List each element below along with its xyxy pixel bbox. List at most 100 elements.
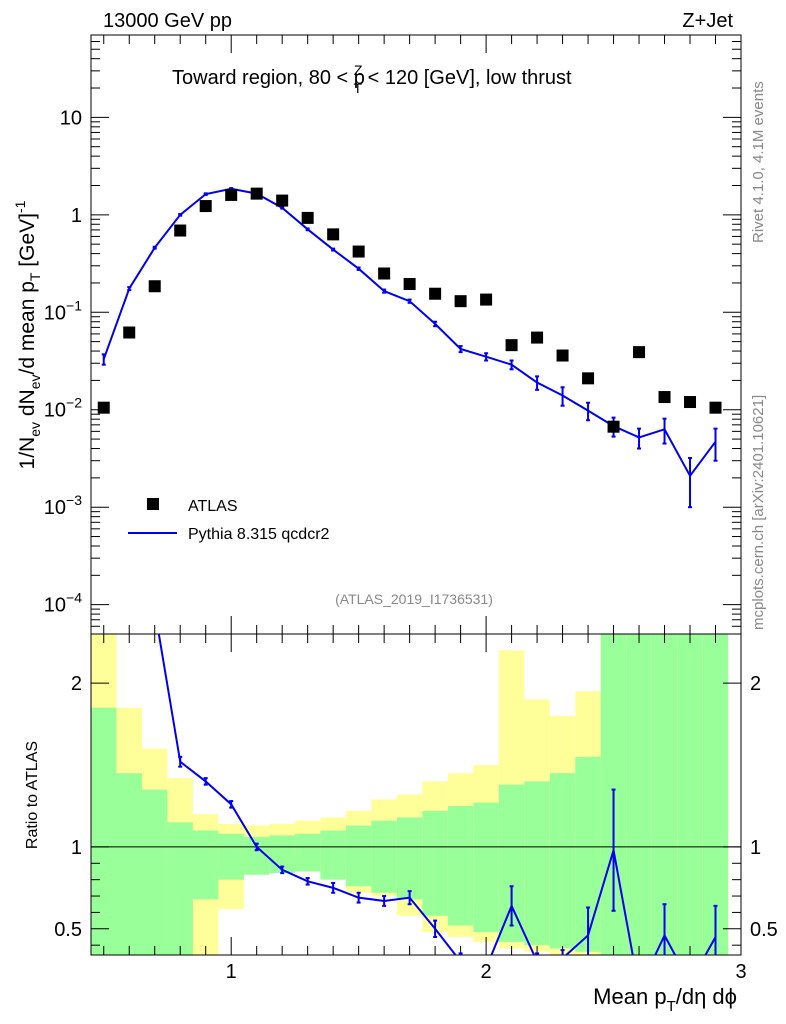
atlas-data-point bbox=[378, 267, 391, 280]
x-axis-label: Mean pT/dη dϕ bbox=[593, 984, 737, 1015]
x-tick-label: 1 bbox=[226, 961, 237, 983]
band-green-bin bbox=[422, 810, 448, 916]
y-label-sup4: -1 bbox=[12, 200, 28, 213]
process-label: Z+Jet bbox=[682, 10, 733, 32]
x-label-part2: /dη dϕ bbox=[676, 984, 737, 1009]
atlas-data-point bbox=[454, 295, 467, 308]
ratio-y-tick-label-left: 1 bbox=[71, 837, 82, 859]
main-y-tick-base: 10 bbox=[44, 302, 66, 324]
main-y-tick-base: 1 bbox=[71, 205, 82, 227]
ratio-y-tick-label-right: 2 bbox=[750, 673, 761, 695]
atlas-data-point bbox=[709, 401, 722, 414]
svg-text:1/Nev dNev/d mean pT [GeV]-1: 1/Nev dNev/d mean pT [GeV]-1 bbox=[12, 200, 43, 469]
band-green-bin bbox=[167, 822, 193, 955]
band-green-bin bbox=[549, 773, 576, 949]
main-y-tick-exp: −2 bbox=[66, 395, 82, 411]
legend-data-label: ATLAS bbox=[188, 498, 238, 515]
atlas-data-point bbox=[658, 391, 671, 404]
y-label-part4: [GeV] bbox=[16, 213, 39, 273]
x-tick-label: 3 bbox=[735, 961, 746, 983]
plot-title-main: Toward region, 80 < p bbox=[172, 67, 365, 89]
main-y-tick-base: 10 bbox=[60, 107, 82, 129]
ratio-y-tick-label-left: 2 bbox=[71, 673, 82, 695]
band-green-bin bbox=[294, 833, 321, 872]
source-label: mcplots.cern.ch [arXiv:2401.10621] bbox=[750, 395, 767, 630]
atlas-data-point bbox=[123, 326, 136, 339]
legend-mc-label: Pythia 8.315 qcdcr2 bbox=[188, 526, 330, 543]
atlas-data-point bbox=[148, 280, 161, 293]
band-green-bin bbox=[626, 634, 652, 955]
atlas-data-point bbox=[480, 293, 493, 306]
analysis-label: (ATLAS_2019_I1736531) bbox=[335, 591, 493, 607]
band-green-bin bbox=[651, 634, 678, 955]
band-green-bin bbox=[371, 820, 397, 893]
band-green-bin bbox=[192, 830, 219, 900]
main-y-tick-exp: −3 bbox=[66, 492, 82, 508]
main-series bbox=[97, 187, 722, 509]
legend-data-marker bbox=[147, 498, 159, 510]
atlas-data-point bbox=[556, 349, 569, 362]
ratio-y-tick-label-left: 0.5 bbox=[54, 919, 82, 941]
atlas-data-point bbox=[327, 228, 340, 241]
legend: ATLAS Pythia 8.315 qcdcr2 bbox=[128, 498, 330, 543]
atlas-data-point bbox=[301, 211, 314, 224]
main-y-tick-base: 10 bbox=[44, 595, 66, 617]
plot-title-sup: Z bbox=[354, 62, 363, 78]
main-y-tick-exp: −1 bbox=[66, 297, 82, 313]
atlas-data-point bbox=[225, 188, 238, 201]
band-green-bin bbox=[447, 805, 474, 926]
main-y-tick-base: 10 bbox=[44, 400, 66, 422]
band-green-bin bbox=[702, 634, 729, 955]
band-green-bin bbox=[141, 789, 168, 955]
ratio-y-axis-label: Ratio to ATLAS bbox=[24, 741, 41, 849]
x-label-sub1: T bbox=[667, 998, 676, 1015]
y-label-sub2: ev bbox=[27, 374, 43, 389]
atlas-data-point bbox=[250, 187, 263, 200]
main-y-tick-exp: −4 bbox=[66, 590, 82, 606]
band-green-bin bbox=[524, 781, 550, 946]
band-green-bin bbox=[116, 773, 142, 955]
atlas-data-point bbox=[531, 331, 544, 344]
main-y-tick-label: 10−2 bbox=[44, 395, 82, 422]
svg-text:Mean pT/dη dϕ: Mean pT/dη dϕ bbox=[593, 984, 737, 1015]
plot-title-sub: T bbox=[353, 80, 362, 96]
atlas-data-point bbox=[352, 245, 365, 258]
plot-title-rest: < 120 [GeV], low thrust bbox=[362, 67, 572, 89]
atlas-data-point bbox=[174, 224, 187, 237]
ratio-axis-ticks: 0.5 0.5 1 1 2 2 bbox=[54, 673, 778, 946]
svg-text:Toward region, 80 < pZT < 120: Toward region, 80 < pZ T < 120 [GeV], low… bbox=[172, 62, 572, 96]
plot-title: Toward region, 80 < pZ T < 120 [GeV], low… bbox=[172, 62, 572, 96]
band-green-bin bbox=[218, 833, 244, 880]
main-y-tick-label: 10−4 bbox=[44, 590, 82, 617]
energy-label: 13000 GeV pp bbox=[103, 10, 232, 32]
ratio-panel-frame bbox=[90, 633, 742, 956]
main-y-tick-label: 10−3 bbox=[44, 492, 82, 519]
y-label-sub3: T bbox=[27, 272, 43, 281]
main-y-axis-label: 1/Nev dNev/d mean pT [GeV]-1 bbox=[12, 200, 43, 469]
band-green-bin bbox=[91, 707, 117, 955]
band-green-bin bbox=[473, 802, 499, 933]
x-axis-ticks: 1 2 3 bbox=[103, 35, 747, 983]
y-label-part3: /d mean p bbox=[16, 281, 39, 374]
atlas-data-point bbox=[684, 396, 697, 409]
atlas-data-point bbox=[607, 420, 620, 433]
rivet-label: Rivet 4.1.0, 4.1M events bbox=[750, 81, 767, 243]
atlas-data-point bbox=[276, 194, 289, 207]
atlas-data-point bbox=[429, 287, 442, 300]
ratio-series bbox=[157, 634, 718, 955]
x-tick-label: 2 bbox=[481, 961, 492, 983]
atlas-data-point bbox=[199, 200, 212, 213]
main-y-tick-label: 10 bbox=[60, 107, 82, 129]
atlas-data-point bbox=[403, 278, 416, 291]
main-y-tick-base: 10 bbox=[44, 497, 66, 519]
mc-line bbox=[102, 187, 717, 478]
atlas-data-point bbox=[505, 339, 518, 352]
main-panel-frame bbox=[90, 34, 742, 635]
main-y-tick-label: 10−1 bbox=[44, 297, 82, 324]
x-label-part1: Mean p bbox=[593, 984, 666, 1009]
band-green-bin bbox=[345, 825, 372, 887]
atlas-data-point bbox=[97, 401, 110, 414]
band-green-bin bbox=[396, 817, 423, 900]
